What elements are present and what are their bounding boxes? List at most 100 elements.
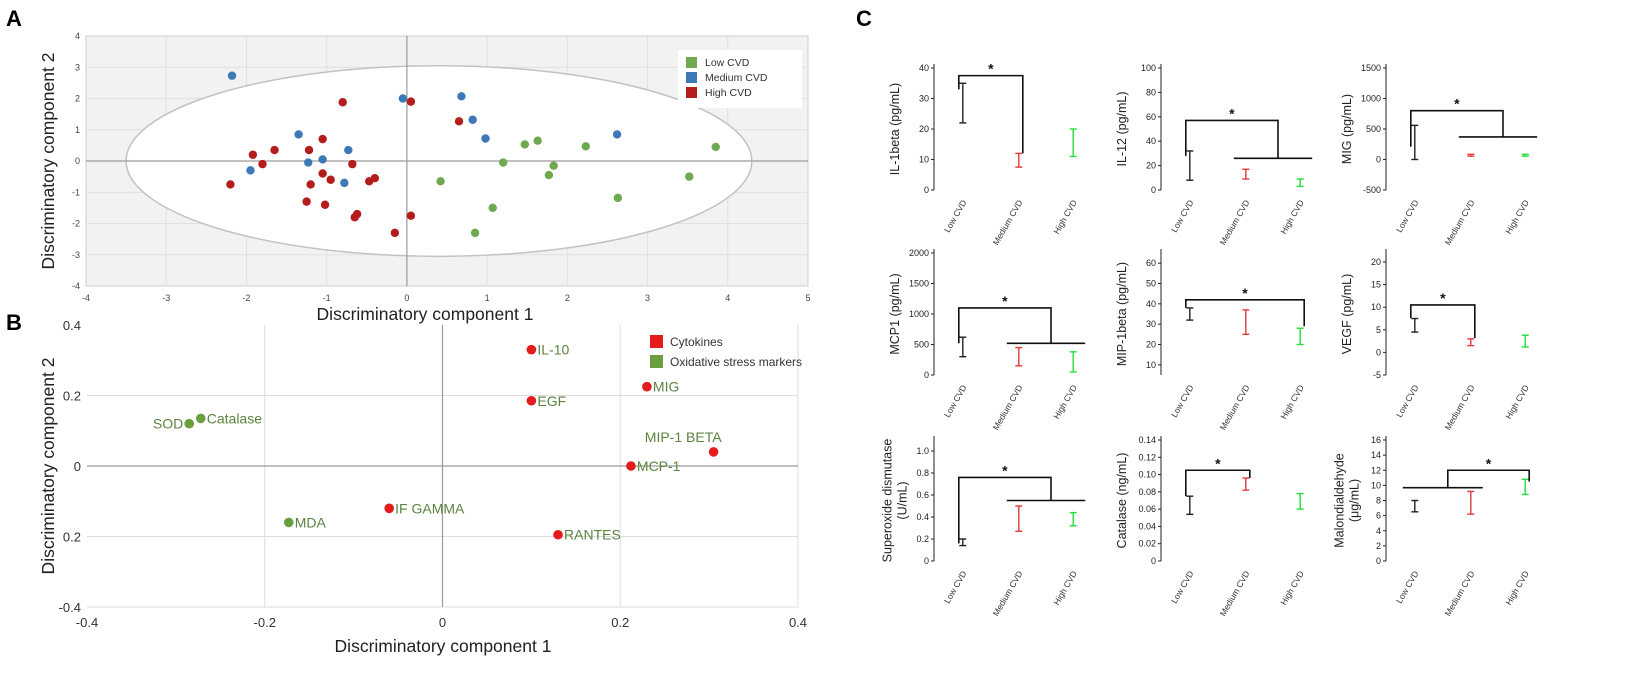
- panel-a-xtick-label: 4: [725, 293, 730, 303]
- panel-a-point-high: [258, 159, 267, 169]
- panel-c-ylabel: IL-1beta (pg/mL): [888, 83, 902, 175]
- panel-b-ytick-label: 0.4: [63, 318, 81, 333]
- panel-b-xtick-label: 0: [439, 615, 446, 630]
- panel-c-ytick-label: 0: [1151, 185, 1156, 195]
- panel-c-subplot: 0 500 1000 1500 2000 MCP1 (pg/mL) Low CVD Mediu…: [888, 248, 1086, 432]
- panel-c-significance-star: *: [1002, 462, 1008, 478]
- panel-c-category-label: High CVD: [1051, 569, 1079, 607]
- panel-c-category-label: Low CVD: [1394, 198, 1421, 234]
- panel-c-ytick-label: 20: [1146, 340, 1156, 350]
- panel-b-point-label: MCP-1: [637, 458, 681, 474]
- panel-b-ytick-label: 0.2: [63, 389, 81, 404]
- panel-a-point-high: [406, 97, 416, 106]
- panel-c-ylabel: Catalase (ng/mL): [1115, 453, 1129, 549]
- panel-c-ytick-label: 12: [1371, 465, 1381, 475]
- panel-a-point-medium: [457, 92, 466, 101]
- panel-c-category-label: Medium CVD: [1218, 383, 1252, 432]
- panel-a-point-medium: [318, 155, 327, 164]
- panel-c-category-label: High CVD: [1503, 569, 1531, 607]
- panel-a-point-high: [454, 117, 464, 126]
- panel-c-ytick-label: -500: [1363, 185, 1381, 195]
- panel-b-xtick-label: 0.2: [611, 615, 629, 630]
- panel-b-scatter: -0.4 -0.2 0 0.2 0.4 0.4 0.2 0 0.2 -0.4 IL-10 MIG EG…: [38, 318, 807, 656]
- panel-c-category-label: Medium CVD: [1218, 198, 1252, 247]
- panel-c-ytick-label: 6: [1376, 511, 1381, 521]
- panel-c-category-label: High CVD: [1278, 569, 1306, 607]
- panel-a-point-medium: [304, 158, 313, 167]
- panel-b-point-cytokine: [526, 395, 537, 406]
- panel-b-points: IL-10 MIG EGF MIP-1 BETA MCP-1 IF GAMMA RANTES…: [153, 342, 722, 543]
- panel-c-category-label: Low CVD: [1394, 569, 1421, 605]
- panel-c-ytick-label: 30: [1146, 319, 1156, 329]
- legend-medium-label: Medium CVD: [705, 72, 768, 84]
- panel-c-ytick-label: 1500: [1361, 63, 1381, 73]
- panel-c-ytick-label: 0.2: [916, 534, 929, 544]
- panel-a-xtick-label: 5: [805, 293, 810, 303]
- panel-a-point-medium: [468, 115, 477, 124]
- panel-a-point-medium: [246, 166, 255, 175]
- panel-b-ytick-label: -0.4: [59, 600, 81, 615]
- panel-c-category-label: Medium CVD: [1443, 198, 1477, 247]
- panel-c-category-label: High CVD: [1278, 383, 1306, 421]
- panel-c-ytick-label: 0.08: [1138, 487, 1156, 497]
- legend-oxidative-swatch: [650, 355, 663, 368]
- legend-high-label: High CVD: [705, 87, 752, 99]
- panel-a-points: [226, 71, 720, 238]
- panel-a-point-high: [348, 159, 357, 169]
- panel-c-category-label: Medium CVD: [1218, 569, 1252, 618]
- panel-label-b: B: [6, 310, 22, 335]
- panel-a-point-high: [352, 209, 362, 219]
- panel-a-point-low: [436, 177, 445, 186]
- panel-a-ytick-label: -2: [72, 219, 80, 229]
- panel-c-category-label: High CVD: [1278, 198, 1306, 236]
- panel-c-significance-star: *: [1486, 455, 1492, 471]
- legend-low-swatch: [686, 57, 697, 68]
- legend-high-swatch: [686, 87, 697, 98]
- panel-b-ylabel: Discriminatory component 2: [38, 358, 58, 575]
- panel-c-ylabel: (μg/mL): [1348, 479, 1362, 522]
- panel-c-ytick-label: 40: [1146, 136, 1156, 146]
- panel-c-ytick-label: 0.06: [1138, 504, 1156, 514]
- panel-c-ytick-label: 0.04: [1138, 521, 1156, 531]
- panel-c-ytick-label: 10: [919, 155, 929, 165]
- panel-c-ylabel: MIP-1beta (pg/mL): [1115, 262, 1129, 366]
- panel-a-point-medium: [344, 145, 353, 155]
- panel-c-ytick-label: 1500: [909, 279, 929, 289]
- panel-a-ytick-label: -1: [72, 187, 80, 197]
- panel-c-ytick-label: 60: [1146, 112, 1156, 122]
- panel-a-point-low: [549, 161, 558, 170]
- panel-c-ylabel: Superoxide dismutase: [881, 439, 895, 563]
- legend-medium-swatch: [686, 72, 697, 83]
- panel-c-ytick-label: 0.12: [1138, 452, 1156, 462]
- panel-a-xtick-label: 2: [565, 293, 570, 303]
- panel-a-xtick-label: 0: [404, 293, 409, 303]
- panel-c-ylabel: (U/mL): [896, 481, 910, 519]
- panel-b-point-cytokine: [526, 344, 537, 355]
- legend-low-label: Low CVD: [705, 57, 750, 69]
- panel-c-ytick-label: 0: [1376, 347, 1381, 357]
- panel-a-point-high: [302, 197, 311, 206]
- panel-a-point-high: [306, 180, 315, 189]
- panel-a-point-high: [248, 150, 258, 159]
- panel-c-significance-star: *: [1002, 293, 1008, 309]
- panel-c-ytick-label: 16: [1371, 435, 1381, 445]
- panel-b-point-oxidative: [195, 413, 206, 424]
- panel-c-ytick-label: 14: [1371, 450, 1381, 460]
- panel-b-point-label: MIG: [653, 379, 679, 395]
- panel-a-point-low: [488, 203, 497, 213]
- panel-c-significance-bracket: [1185, 469, 1251, 497]
- panel-a-point-low: [711, 142, 720, 152]
- panel-c-ytick-label: 10: [1371, 480, 1381, 490]
- panel-a-ytick-label: 0: [75, 156, 80, 166]
- panel-c-subplot: 0 0.02 0.04 0.06 0.08 0.10 0.12 0.14 Catalase (n…: [1115, 435, 1306, 618]
- panel-a-axes: [86, 36, 808, 286]
- panel-c-ytick-label: 40: [1146, 299, 1156, 309]
- panel-b-point-label: SOD: [153, 416, 183, 432]
- panel-b-point-cytokine: [642, 381, 652, 392]
- panel-a-ticks: -4 -3 -2 -1 0 1 2 3 4 5 -4 -3 -2 -1 0 1 2 3 4: [72, 31, 811, 303]
- panel-b-xlabel: Discriminatory component 1: [335, 636, 552, 656]
- panel-b-point-label: MDA: [295, 514, 327, 530]
- panel-c-errorbar-grid: 0 10 20 30 40 IL-1beta (pg/mL) Low CVD Medium C…: [881, 61, 1538, 618]
- panel-label-c: C: [856, 6, 872, 31]
- panel-a-point-high: [390, 228, 400, 238]
